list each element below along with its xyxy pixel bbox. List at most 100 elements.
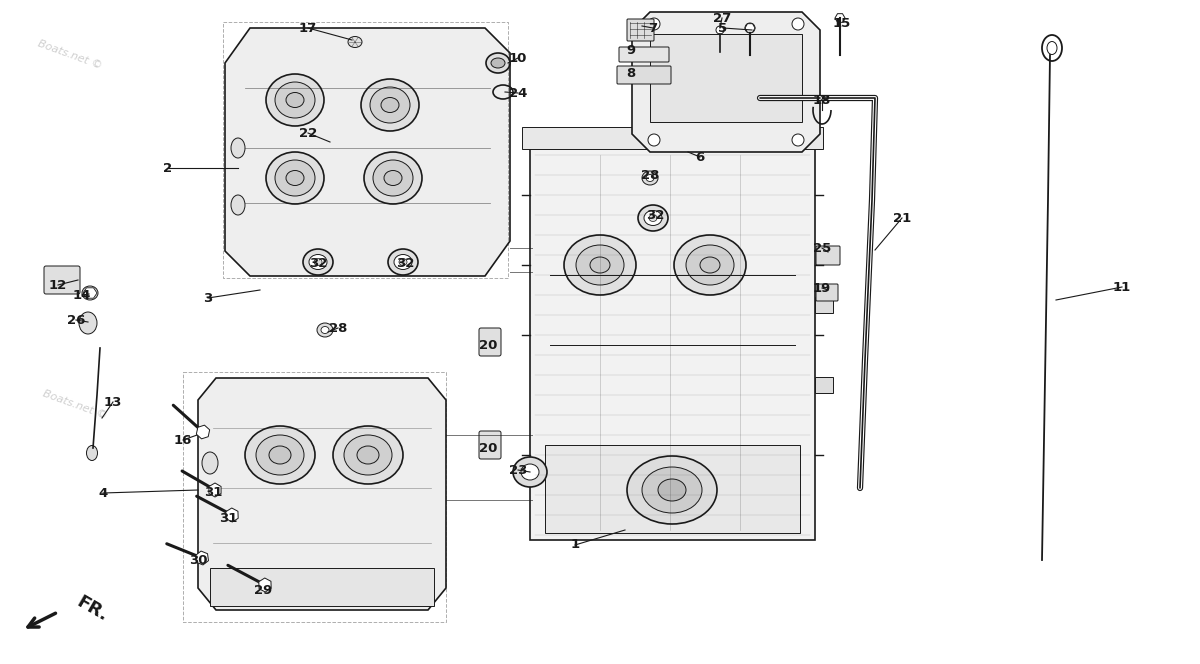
- Ellipse shape: [644, 210, 662, 226]
- Text: 26: 26: [67, 313, 85, 327]
- Ellipse shape: [388, 249, 418, 275]
- Text: 2: 2: [163, 161, 173, 175]
- Text: 4: 4: [98, 487, 108, 499]
- Text: 23: 23: [509, 463, 527, 477]
- Text: 1: 1: [570, 539, 580, 552]
- Ellipse shape: [649, 214, 658, 222]
- Ellipse shape: [626, 456, 716, 524]
- Text: 22: 22: [299, 127, 317, 139]
- Ellipse shape: [286, 171, 304, 185]
- Ellipse shape: [82, 286, 98, 300]
- Ellipse shape: [344, 435, 392, 475]
- Text: Boats.net ©: Boats.net ©: [36, 39, 103, 71]
- Text: 30: 30: [188, 554, 208, 566]
- Text: 13: 13: [104, 396, 122, 408]
- Circle shape: [792, 18, 804, 30]
- Polygon shape: [83, 288, 97, 298]
- Ellipse shape: [348, 37, 362, 48]
- Text: 9: 9: [626, 44, 636, 56]
- Text: Boats.net ©: Boats.net ©: [356, 94, 424, 126]
- Text: 24: 24: [509, 86, 527, 100]
- Text: 8: 8: [626, 66, 636, 80]
- Polygon shape: [196, 551, 209, 565]
- Text: 29: 29: [254, 584, 272, 596]
- FancyBboxPatch shape: [479, 328, 502, 356]
- Circle shape: [648, 134, 660, 146]
- Ellipse shape: [686, 245, 734, 285]
- Ellipse shape: [266, 152, 324, 204]
- Ellipse shape: [521, 464, 539, 480]
- Ellipse shape: [310, 254, 326, 270]
- Ellipse shape: [642, 467, 702, 513]
- Text: Boats.net ©: Boats.net ©: [647, 404, 714, 436]
- Ellipse shape: [646, 175, 654, 181]
- Ellipse shape: [576, 245, 624, 285]
- Ellipse shape: [245, 426, 314, 484]
- Ellipse shape: [716, 26, 724, 34]
- FancyBboxPatch shape: [816, 246, 840, 265]
- Ellipse shape: [86, 446, 97, 461]
- Text: 7: 7: [648, 21, 658, 35]
- Ellipse shape: [361, 79, 419, 131]
- Text: 25: 25: [812, 242, 832, 254]
- Text: 31: 31: [204, 485, 222, 499]
- Ellipse shape: [394, 254, 412, 270]
- FancyBboxPatch shape: [530, 145, 815, 540]
- FancyBboxPatch shape: [619, 47, 670, 62]
- Polygon shape: [259, 578, 271, 592]
- Text: Boats.net ©: Boats.net ©: [42, 388, 108, 421]
- Ellipse shape: [370, 87, 410, 123]
- FancyBboxPatch shape: [522, 127, 823, 149]
- Ellipse shape: [1042, 35, 1062, 61]
- Text: 15: 15: [833, 17, 851, 29]
- Ellipse shape: [658, 479, 686, 501]
- Text: 5: 5: [719, 21, 727, 35]
- Ellipse shape: [275, 160, 314, 196]
- Ellipse shape: [398, 258, 407, 266]
- Polygon shape: [198, 378, 446, 610]
- Ellipse shape: [232, 138, 245, 158]
- FancyBboxPatch shape: [210, 568, 434, 606]
- FancyBboxPatch shape: [816, 284, 838, 301]
- Ellipse shape: [358, 446, 379, 464]
- Ellipse shape: [314, 258, 322, 266]
- Text: 17: 17: [299, 21, 317, 35]
- Ellipse shape: [384, 171, 402, 185]
- Text: 14: 14: [73, 288, 91, 301]
- Polygon shape: [209, 483, 221, 497]
- Ellipse shape: [266, 74, 324, 126]
- Text: 32: 32: [308, 256, 328, 270]
- Text: 20: 20: [479, 442, 497, 454]
- Ellipse shape: [373, 160, 413, 196]
- FancyBboxPatch shape: [626, 19, 654, 41]
- FancyBboxPatch shape: [650, 34, 802, 122]
- Text: 21: 21: [893, 212, 911, 224]
- Ellipse shape: [256, 435, 304, 475]
- Polygon shape: [632, 12, 820, 152]
- Polygon shape: [226, 508, 238, 522]
- Ellipse shape: [382, 98, 398, 112]
- Ellipse shape: [317, 323, 334, 337]
- Ellipse shape: [232, 195, 245, 215]
- Ellipse shape: [590, 257, 610, 273]
- Ellipse shape: [334, 426, 403, 484]
- FancyBboxPatch shape: [617, 66, 671, 84]
- Ellipse shape: [322, 327, 329, 333]
- Text: 18: 18: [812, 94, 832, 106]
- Text: 11: 11: [1112, 280, 1132, 293]
- Ellipse shape: [564, 235, 636, 295]
- Text: FR.: FR.: [73, 593, 110, 625]
- Text: 28: 28: [329, 321, 347, 335]
- Ellipse shape: [638, 205, 668, 231]
- FancyBboxPatch shape: [815, 297, 833, 313]
- Ellipse shape: [700, 257, 720, 273]
- Text: 28: 28: [641, 169, 659, 181]
- Ellipse shape: [674, 235, 746, 295]
- Text: 19: 19: [812, 282, 832, 295]
- Polygon shape: [835, 14, 845, 23]
- Circle shape: [792, 134, 804, 146]
- FancyBboxPatch shape: [479, 431, 502, 459]
- Ellipse shape: [286, 92, 304, 108]
- Polygon shape: [226, 28, 510, 276]
- Ellipse shape: [642, 171, 658, 185]
